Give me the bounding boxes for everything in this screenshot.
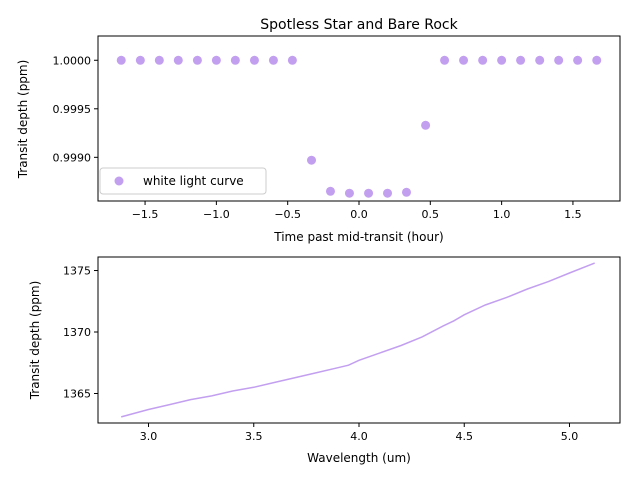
light-curve-x-tick-label: −1.0: [203, 208, 230, 221]
chart-title: Spotless Star and Bare Rock: [260, 17, 458, 33]
light-curve-x-tick-label: 0.5: [422, 208, 440, 221]
spectrum-x-tick-label: 3.5: [245, 430, 263, 443]
light-curve-x-tick-label: 1.0: [493, 208, 511, 221]
light-curve-point: [592, 55, 602, 65]
light-curve-point: [230, 55, 240, 65]
light-curve-x-tick-label: 1.5: [564, 208, 582, 221]
light-curve-point: [535, 55, 545, 65]
legend: white light curve: [99, 167, 267, 195]
light-curve-y-tick-label: 1.0000: [53, 54, 92, 67]
light-curve-point: [344, 188, 354, 198]
light-curve-point: [135, 55, 145, 65]
light-curve-point: [364, 188, 374, 198]
light-curve-point: [554, 55, 564, 65]
light-curve-point: [459, 55, 469, 65]
spectrum-y-tick-label: 1375: [63, 265, 91, 278]
x-axis-label: Time past mid-transit (hour): [273, 230, 443, 244]
light-curve-point: [307, 155, 317, 165]
spectrum-x-tick-label: 5.0: [561, 430, 579, 443]
light-curve-point: [421, 120, 431, 130]
light-curve-point: [440, 55, 450, 65]
light-curve-point: [192, 55, 202, 65]
spectrum-x-tick-label: 4.5: [455, 430, 473, 443]
light-curve-axes: −1.5 −1.0 −0.5 0.0 0.5 1.0 1.5 0.9990 0.9995 1.00…: [53, 35, 621, 221]
light-curve-point: [287, 55, 297, 65]
light-curve-points: [116, 55, 602, 198]
light-curve-point: [401, 187, 411, 197]
light-curve-x-tick-label: −0.5: [274, 208, 301, 221]
light-curve-point: [478, 55, 488, 65]
light-curve-x-tick-label: −1.5: [132, 208, 159, 221]
spectrum-x-tick-label: 4.0: [350, 430, 368, 443]
light-curve-point: [516, 55, 526, 65]
spectrum-line: [121, 262, 595, 418]
light-curve-panel: Spotless Star and Bare Rock −1.5 −1.0 −0.5…: [16, 17, 621, 244]
legend-marker: [114, 176, 124, 186]
light-curve-point: [116, 55, 126, 65]
light-curve-point: [173, 55, 183, 65]
light-curve-y-tick-label: 0.9995: [53, 103, 92, 116]
spectrum-x-tick-label: 3.0: [140, 430, 158, 443]
light-curve-y-tick-label: 0.9990: [53, 151, 92, 164]
spectrum-series-line: [121, 262, 595, 418]
spectrum-axes: 3.0 3.5 4.0 4.5 5.0 1365 1370 1375: [63, 256, 621, 443]
light-curve-point: [211, 55, 221, 65]
light-curve-x-tick-label: 0.0: [350, 208, 368, 221]
light-curve-point: [383, 188, 393, 198]
y-axis-label: Transit depth (ppm): [28, 281, 42, 401]
light-curve-point: [497, 55, 507, 65]
light-curve-point: [249, 55, 259, 65]
light-curve-point: [154, 55, 164, 65]
light-curve-point: [325, 186, 335, 196]
spectrum-y-tick-label: 1365: [63, 387, 91, 400]
legend-box: [99, 167, 267, 195]
y-axis-label: Transit depth (ppm): [16, 60, 30, 180]
light-curve-point: [268, 55, 278, 65]
spectrum-y-tick-label: 1370: [63, 326, 91, 339]
spectrum-panel: 3.0 3.5 4.0 4.5 5.0 1365 1370 1375 Wavelength (…: [28, 256, 621, 465]
light-curve-point: [573, 55, 583, 65]
x-axis-label: Wavelength (um): [307, 451, 411, 465]
legend-label: white light curve: [143, 174, 244, 188]
